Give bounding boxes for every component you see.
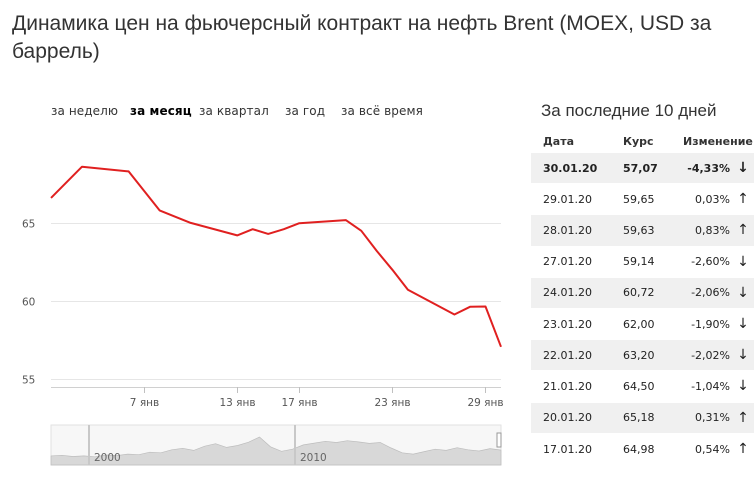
navigator-handle-left[interactable] (88, 425, 90, 465)
arrow-up-icon: ↑ (732, 214, 754, 247)
cell-rate: 64,50 (623, 379, 655, 393)
cell-date: 28.01.20 (531, 214, 609, 247)
tab-month[interactable]: за месяц (130, 104, 192, 118)
table-row: 28.01.20 59,63 0,83% ↑ (531, 214, 754, 247)
y-tick-label: 55 (22, 375, 35, 387)
price-chart: 55 60 65 7 янв 13 янв 17 янв 23 янв 29 янв 200… (22, 165, 504, 466)
y-tick-label: 60 (22, 297, 35, 309)
tab-week[interactable]: за неделю (51, 104, 119, 118)
series-line (50, 165, 502, 348)
cell-change: 0,03% (695, 192, 730, 206)
chart-series (50, 165, 502, 348)
x-tick-label: 13 янв (219, 397, 255, 409)
range-navigator[interactable]: 2000 2010 (50, 424, 502, 466)
cell-change: -2,60% (691, 255, 730, 269)
x-tick-label: 29 янв (467, 397, 503, 409)
cell-rate: 57,07 (609, 152, 677, 184)
cell-date: 23.01.20 (543, 317, 592, 331)
cell-date: 20.01.20 (531, 402, 609, 434)
arrow-down-icon: ↓ (737, 253, 749, 270)
table-row: 17.01.20 64,98 0,54% ↑ (531, 433, 754, 464)
cell-date: 21.01.20 (543, 379, 592, 393)
cell-change: -1,04% (691, 379, 730, 393)
cell-change: -2,06% (677, 277, 732, 309)
table-row: 23.01.20 62,00 -1,90% ↓ (531, 308, 754, 339)
x-tick-label: 17 янв (281, 397, 317, 409)
navigator-handle-mid[interactable] (294, 425, 296, 465)
navigator-area (50, 436, 502, 466)
col-date: Дата (543, 135, 575, 148)
cell-date: 30.01.20 (531, 152, 609, 184)
table-row: 22.01.20 63,20 -2,02% ↓ (531, 339, 754, 371)
table-row: 29.01.20 59,65 0,03% ↑ (531, 183, 754, 215)
table-row: 21.01.20 64,50 -1,04% ↓ (531, 370, 754, 402)
x-tick-label: 23 янв (374, 397, 410, 409)
arrow-down-icon: ↓ (737, 378, 749, 395)
arrow-down-icon: ↓ (732, 152, 754, 184)
cell-rate: 65,18 (609, 402, 677, 434)
navigator-label-2010: 2010 (300, 452, 327, 464)
arrow-up-icon: ↑ (737, 191, 749, 208)
recent-table: Дата Курс Изменение 30.01.20 57,07 -4,33% ↓… (531, 132, 754, 464)
cell-change: -2,02% (677, 339, 732, 371)
page-title: Динамика цен на фьючерсный контракт на н… (12, 12, 712, 63)
x-tick-label: 7 янв (130, 397, 159, 409)
table-row: 30.01.20 57,07 -4,33% ↓ (531, 152, 754, 184)
cell-rate: 64,98 (623, 442, 655, 456)
tab-year[interactable]: за год (285, 104, 326, 118)
tab-all-time[interactable]: за всё время (341, 104, 423, 118)
cell-rate: 63,20 (609, 339, 677, 371)
table-row: 27.01.20 59,14 -2,60% ↓ (531, 246, 754, 277)
cell-date: 24.01.20 (531, 277, 609, 309)
recent-title: За последние 10 дней (541, 101, 717, 120)
arrow-down-icon: ↓ (732, 339, 754, 371)
cell-rate: 62,00 (623, 317, 655, 331)
table-row: 20.01.20 65,18 0,31% ↑ (531, 402, 754, 434)
arrow-up-icon: ↑ (732, 402, 754, 434)
cell-change: -4,33% (677, 152, 732, 184)
recent-panel: За последние 10 дней Дата Курс Изменение… (531, 96, 754, 464)
cell-date: 29.01.20 (543, 192, 592, 206)
tab-quarter[interactable]: за квартал (199, 104, 269, 118)
x-axis: 7 янв 13 янв 17 янв 23 янв 29 янв (51, 387, 504, 409)
col-change: Изменение (683, 135, 753, 148)
cell-change: 0,83% (677, 214, 732, 247)
chart-grid (51, 223, 501, 380)
cell-rate: 59,65 (623, 192, 655, 206)
cell-change: 0,31% (677, 402, 732, 434)
cell-date: 17.01.20 (543, 442, 592, 456)
y-tick-label: 65 (22, 219, 35, 231)
cell-date: 22.01.20 (531, 339, 609, 371)
table-row: 24.01.20 60,72 -2,06% ↓ (531, 277, 754, 309)
navigator-label-2000: 2000 (94, 452, 121, 464)
recent-header-row: Дата Курс Изменение (531, 132, 754, 153)
cell-rate: 60,72 (609, 277, 677, 309)
arrow-down-icon: ↓ (732, 277, 754, 309)
col-rate: Курс (623, 135, 654, 148)
cell-change: 0,54% (695, 442, 730, 456)
arrow-up-icon: ↑ (737, 441, 749, 458)
cell-date: 27.01.20 (543, 255, 592, 269)
arrow-down-icon: ↓ (737, 316, 749, 333)
cell-rate: 59,63 (609, 214, 677, 247)
cell-rate: 59,14 (623, 255, 655, 269)
y-axis: 55 60 65 (22, 219, 35, 387)
navigator-handle-right[interactable] (496, 432, 502, 448)
recent-body: 30.01.20 57,07 -4,33% ↓ 29.01.20 59,65 0,03% ↑ 2… (531, 152, 754, 465)
cell-change: -1,90% (691, 317, 730, 331)
